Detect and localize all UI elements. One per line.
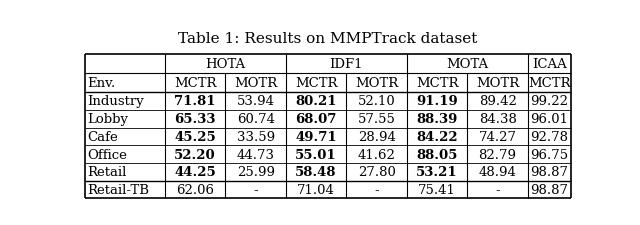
Text: MOTR: MOTR (355, 77, 398, 90)
Text: 55.01: 55.01 (295, 148, 337, 161)
Text: MCTR: MCTR (174, 77, 216, 90)
Text: 60.74: 60.74 (237, 113, 275, 126)
Text: ICAA: ICAA (532, 58, 567, 71)
Text: 52.10: 52.10 (358, 95, 396, 108)
Text: MCTR: MCTR (528, 77, 571, 90)
Text: 74.27: 74.27 (479, 130, 516, 143)
Text: 49.71: 49.71 (295, 130, 337, 143)
Text: 91.19: 91.19 (416, 95, 458, 108)
Text: Industry: Industry (88, 95, 144, 108)
Text: MCTR: MCTR (416, 77, 458, 90)
Text: HOTA: HOTA (205, 58, 246, 71)
Text: 96.75: 96.75 (531, 148, 568, 161)
Text: 96.01: 96.01 (531, 113, 568, 126)
Text: 25.99: 25.99 (237, 166, 275, 178)
Text: 62.06: 62.06 (176, 183, 214, 196)
Text: 92.78: 92.78 (531, 130, 568, 143)
Text: MOTA: MOTA (446, 58, 488, 71)
Text: 57.55: 57.55 (358, 113, 396, 126)
Text: 99.22: 99.22 (531, 95, 568, 108)
Text: MOTR: MOTR (234, 77, 277, 90)
Text: Cafe: Cafe (88, 130, 118, 143)
Text: 44.73: 44.73 (237, 148, 275, 161)
Text: MOTR: MOTR (476, 77, 519, 90)
Text: Retail-TB: Retail-TB (88, 183, 150, 196)
Text: 89.42: 89.42 (479, 95, 516, 108)
Text: 45.25: 45.25 (174, 130, 216, 143)
Text: 75.41: 75.41 (418, 183, 456, 196)
Text: 65.33: 65.33 (174, 113, 216, 126)
Text: 58.48: 58.48 (296, 166, 337, 178)
Text: IDF1: IDF1 (330, 58, 363, 71)
Text: 71.04: 71.04 (297, 183, 335, 196)
Text: 84.22: 84.22 (416, 130, 458, 143)
Text: 52.20: 52.20 (174, 148, 216, 161)
Text: MCTR: MCTR (295, 77, 337, 90)
Text: 28.94: 28.94 (358, 130, 396, 143)
Text: Lobby: Lobby (88, 113, 129, 126)
Text: 82.79: 82.79 (479, 148, 516, 161)
Text: -: - (253, 183, 258, 196)
Text: Office: Office (88, 148, 127, 161)
Text: 80.21: 80.21 (296, 95, 337, 108)
Text: 41.62: 41.62 (358, 148, 396, 161)
Text: 88.05: 88.05 (417, 148, 458, 161)
Text: 44.25: 44.25 (174, 166, 216, 178)
Text: -: - (495, 183, 500, 196)
Text: 88.39: 88.39 (417, 113, 458, 126)
Text: 27.80: 27.80 (358, 166, 396, 178)
Text: Env.: Env. (88, 77, 116, 90)
Text: Retail: Retail (88, 166, 127, 178)
Text: 98.87: 98.87 (531, 166, 568, 178)
Text: 53.94: 53.94 (237, 95, 275, 108)
Text: 33.59: 33.59 (237, 130, 275, 143)
Text: 68.07: 68.07 (296, 113, 337, 126)
Text: 71.81: 71.81 (174, 95, 216, 108)
Text: -: - (374, 183, 379, 196)
Text: 48.94: 48.94 (479, 166, 516, 178)
Text: 53.21: 53.21 (416, 166, 458, 178)
Text: 98.87: 98.87 (531, 183, 568, 196)
Text: 84.38: 84.38 (479, 113, 516, 126)
Text: Table 1: Results on MMPTrack dataset: Table 1: Results on MMPTrack dataset (179, 32, 477, 46)
